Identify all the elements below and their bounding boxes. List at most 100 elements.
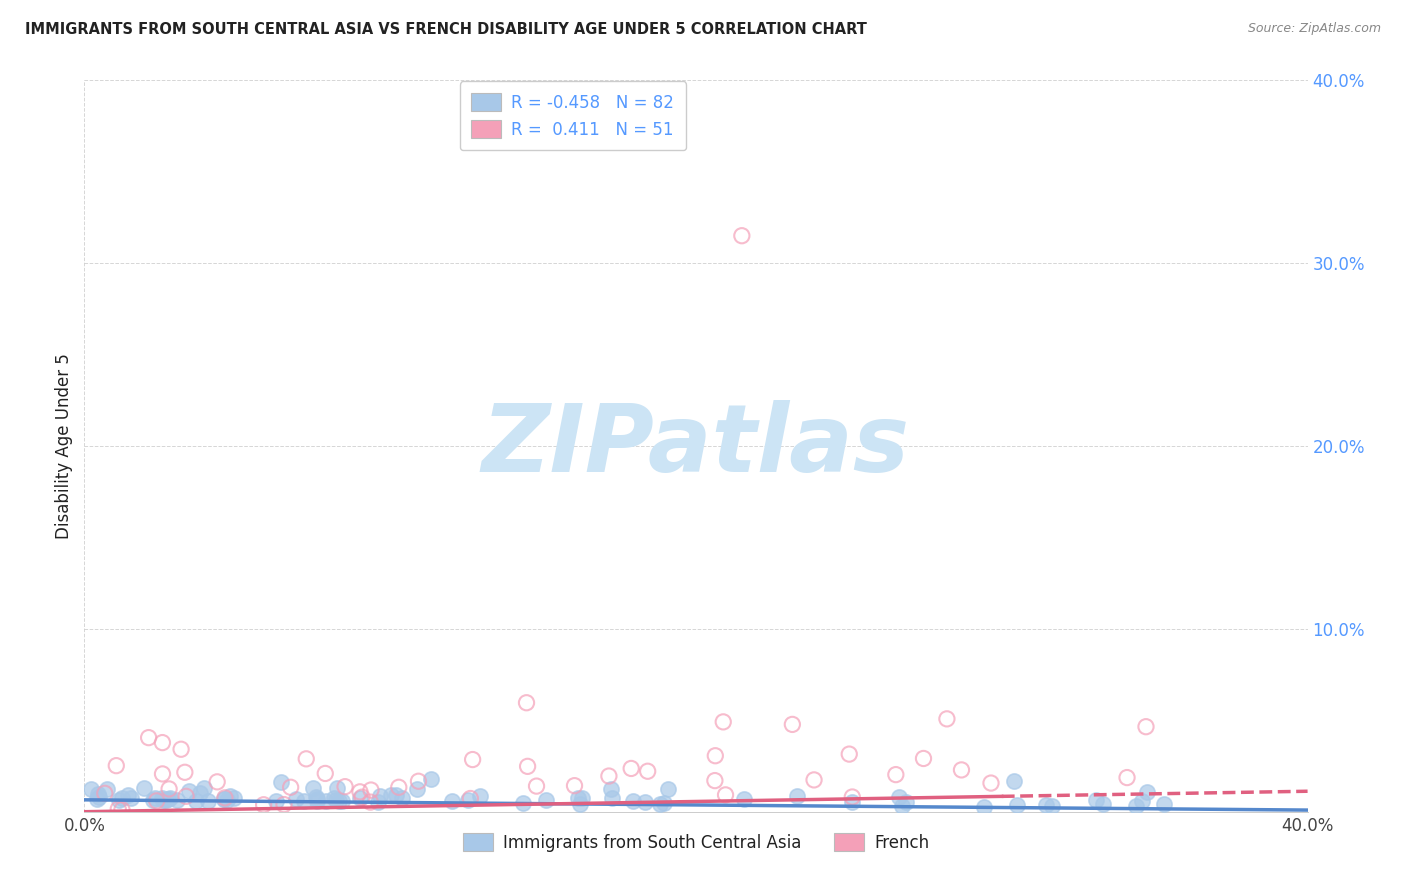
Point	[117, 789, 139, 803]
Point	[912, 751, 935, 765]
Point	[1040, 799, 1063, 814]
Point	[1085, 793, 1108, 807]
Point	[333, 780, 356, 794]
Point	[205, 774, 228, 789]
Point	[1135, 720, 1157, 734]
Point	[328, 794, 350, 808]
Text: Source: ZipAtlas.com: Source: ZipAtlas.com	[1247, 22, 1381, 36]
Point	[179, 784, 201, 798]
Point	[884, 767, 907, 781]
Point	[150, 790, 173, 805]
Point	[330, 794, 353, 808]
Point	[405, 781, 427, 796]
Point	[598, 769, 620, 783]
Point	[264, 794, 287, 808]
Point	[285, 791, 308, 805]
Point	[569, 797, 592, 811]
Point	[314, 766, 336, 780]
Point	[621, 794, 644, 808]
Point	[1004, 773, 1026, 788]
Point	[138, 731, 160, 745]
Point	[380, 788, 402, 802]
Point	[174, 789, 197, 804]
Point	[894, 795, 917, 809]
Point	[315, 794, 337, 808]
Point	[564, 779, 586, 793]
Point	[440, 794, 463, 808]
Point	[1153, 797, 1175, 811]
Point	[305, 794, 328, 808]
Point	[935, 712, 957, 726]
Point	[294, 794, 316, 808]
Point	[349, 791, 371, 805]
Point	[87, 787, 110, 801]
Point	[323, 790, 346, 805]
Point	[652, 796, 675, 810]
Point	[166, 793, 188, 807]
Point	[188, 787, 211, 801]
Point	[212, 792, 235, 806]
Point	[620, 761, 643, 775]
Point	[890, 799, 912, 814]
Point	[359, 795, 381, 809]
Point	[1125, 799, 1147, 814]
Point	[714, 788, 737, 802]
Point	[731, 228, 754, 243]
Point	[512, 797, 534, 811]
Legend: Immigrants from South Central Asia, French: Immigrants from South Central Asia, Fren…	[456, 826, 936, 858]
Point	[461, 753, 484, 767]
Point	[270, 774, 292, 789]
Point	[887, 789, 910, 804]
Point	[304, 789, 326, 804]
Point	[107, 802, 129, 816]
Point	[1035, 798, 1057, 813]
Y-axis label: Disability Age Under 5: Disability Age Under 5	[55, 353, 73, 539]
Point	[105, 758, 128, 772]
Point	[108, 792, 131, 806]
Point	[295, 752, 318, 766]
Point	[782, 717, 804, 731]
Point	[170, 742, 193, 756]
Point	[950, 763, 973, 777]
Point	[516, 759, 538, 773]
Point	[1130, 794, 1153, 808]
Point	[193, 780, 215, 795]
Point	[388, 780, 411, 795]
Point	[457, 792, 479, 806]
Point	[212, 792, 235, 806]
Point	[803, 772, 825, 787]
Point	[567, 791, 589, 805]
Point	[1116, 771, 1139, 785]
Point	[391, 790, 413, 805]
Point	[571, 790, 593, 805]
Point	[301, 780, 323, 795]
Point	[704, 748, 727, 763]
Point	[841, 789, 863, 804]
Point	[657, 781, 679, 796]
Point	[111, 790, 134, 805]
Point	[370, 789, 392, 804]
Point	[87, 789, 110, 804]
Point	[600, 781, 623, 796]
Point	[152, 736, 174, 750]
Point	[184, 794, 207, 808]
Point	[80, 781, 103, 796]
Point	[420, 772, 443, 786]
Point	[94, 786, 117, 800]
Point	[360, 783, 382, 797]
Point	[349, 785, 371, 799]
Point	[253, 797, 276, 812]
Point	[111, 803, 134, 817]
Point	[534, 793, 557, 807]
Point	[1005, 798, 1028, 813]
Point	[468, 789, 491, 804]
Point	[1092, 797, 1115, 812]
Point	[145, 794, 167, 808]
Point	[515, 696, 537, 710]
Point	[157, 792, 180, 806]
Point	[367, 795, 389, 809]
Text: ZIPatlas: ZIPatlas	[482, 400, 910, 492]
Point	[352, 790, 374, 805]
Point	[159, 791, 181, 805]
Point	[460, 791, 482, 805]
